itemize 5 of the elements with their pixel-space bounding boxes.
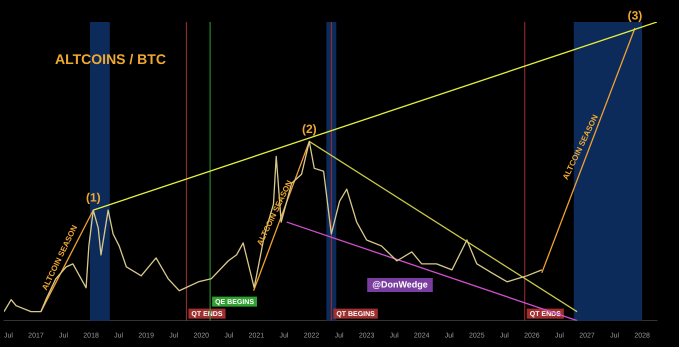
annotation: (1) <box>86 190 101 204</box>
annotation: (3) <box>628 8 642 22</box>
annotation: (2) <box>302 122 317 136</box>
text: ALTCOINS / BTC <box>55 50 166 67</box>
annotation: @DonWedge <box>372 279 428 290</box>
